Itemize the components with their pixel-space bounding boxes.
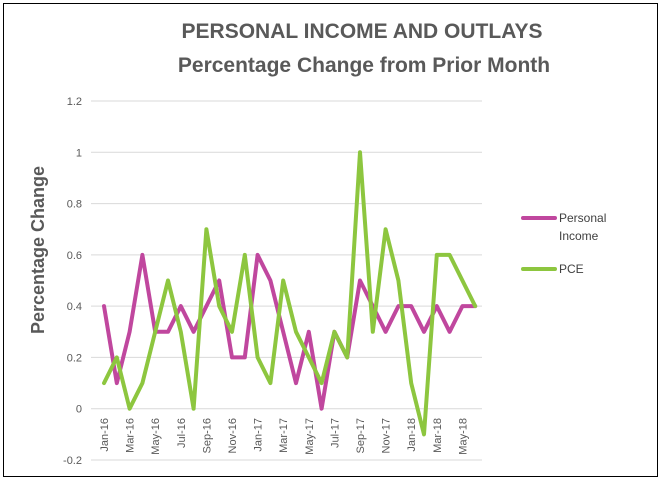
legend: Personal Income PCE <box>521 211 606 276</box>
chart-frame <box>3 3 658 477</box>
y-tick-label: 1.2 <box>67 96 82 108</box>
x-tick-label: Jan-16 <box>99 418 111 452</box>
x-tick-label: May-18 <box>457 418 469 455</box>
x-tick-label: Nov-16 <box>227 418 239 453</box>
chart-title-group: PERSONAL INCOME AND OUTLAYS Percentage C… <box>178 20 550 77</box>
x-tick-label: Mar-18 <box>432 418 444 453</box>
x-tick-label: Nov-17 <box>381 418 393 453</box>
y-tick-label: 0.2 <box>67 352 82 364</box>
x-tick-label: Mar-16 <box>125 418 137 453</box>
chart-title: PERSONAL INCOME AND OUTLAYS <box>182 20 543 43</box>
y-tick-label: 0.6 <box>67 250 82 262</box>
y-tick-labels: -0.2 0 0.2 0.4 0.6 0.8 1 1.2 <box>63 96 82 467</box>
x-tick-label: Mar-17 <box>278 418 290 453</box>
x-tick-label: Jul-17 <box>329 418 341 448</box>
series-line-personal-income <box>102 252 478 411</box>
x-tick-label: Sep-17 <box>355 418 367 453</box>
series-lines <box>102 150 478 437</box>
y-axis-label: Percentage Change <box>28 166 48 334</box>
legend-label: PCE <box>559 262 584 276</box>
x-tick-label: May-16 <box>150 418 162 455</box>
series-line-pce <box>102 150 478 437</box>
y-tick-label: 0.4 <box>67 301 82 313</box>
x-tick-label: Sep-16 <box>201 418 213 453</box>
y-tick-label: -0.2 <box>63 455 82 467</box>
y-tick-label: 1 <box>76 147 82 159</box>
y-tick-label: 0 <box>76 404 82 416</box>
x-tick-label: May-17 <box>304 418 316 455</box>
x-tick-label: Jan-18 <box>406 418 418 452</box>
x-tick-labels: Jan-16 Mar-16 May-16 Jul-16 Sep-16 Nov-16 Jan-… <box>99 418 469 455</box>
x-tick-label: Jul-16 <box>176 418 188 448</box>
legend-label: Personal Income <box>559 211 606 243</box>
chart-subtitle: Percentage Change from Prior Month <box>178 54 550 77</box>
gridlines <box>91 100 482 461</box>
x-tick-label: Jan-17 <box>253 418 265 452</box>
y-tick-label: 0.8 <box>67 199 82 211</box>
